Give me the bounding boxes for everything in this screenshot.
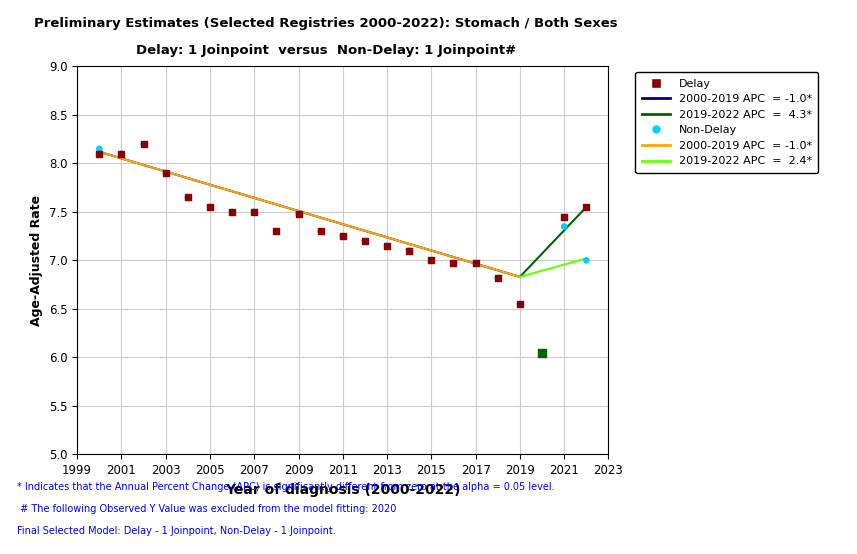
Point	[225, 208, 239, 217]
Point	[491, 274, 505, 283]
Point	[314, 227, 327, 236]
Point	[269, 227, 283, 236]
Point	[137, 140, 151, 148]
Point	[557, 212, 571, 221]
Point	[513, 300, 527, 309]
Text: Final Selected Model: Delay - 1 Joinpoint, Non-Delay - 1 Joinpoint.: Final Selected Model: Delay - 1 Joinpoin…	[17, 526, 336, 536]
Legend: Delay, 2000-2019 APC  = -1.0*, 2019-2022 APC  =  4.3*, Non-Delay, 2000-2019 APC : Delay, 2000-2019 APC = -1.0*, 2019-2022 …	[635, 72, 818, 173]
Point	[336, 232, 350, 240]
Text: Delay: 1 Joinpoint  versus  Non-Delay: 1 Joinpoint#: Delay: 1 Joinpoint versus Non-Delay: 1 J…	[135, 44, 516, 57]
Point	[469, 259, 482, 268]
Point	[358, 237, 372, 245]
Point	[115, 150, 129, 158]
Point	[137, 140, 151, 148]
Point	[291, 209, 305, 218]
Point	[269, 227, 283, 236]
Text: # The following Observed Y Value was excluded from the model fitting: 2020: # The following Observed Y Value was exc…	[17, 504, 397, 514]
Y-axis label: Age-Adjusted Rate: Age-Adjusted Rate	[30, 195, 43, 326]
Point	[115, 150, 129, 158]
Point	[225, 208, 239, 217]
Point	[513, 300, 527, 309]
Point	[557, 222, 571, 231]
Point	[579, 256, 593, 265]
Point	[93, 145, 106, 153]
Point	[159, 168, 172, 177]
Point	[446, 259, 460, 268]
Point	[314, 227, 327, 236]
Point	[203, 203, 217, 212]
Point	[579, 203, 593, 212]
Point	[181, 193, 195, 202]
Point	[336, 232, 350, 240]
X-axis label: Year of diagnosis (2000-2022): Year of diagnosis (2000-2022)	[225, 483, 460, 496]
Text: * Indicates that the Annual Percent Change (APC) is significantly different from: * Indicates that the Annual Percent Chan…	[17, 482, 554, 492]
Point	[535, 349, 548, 358]
Point	[358, 237, 372, 245]
Point	[469, 259, 482, 268]
Point	[248, 208, 261, 217]
Point	[291, 209, 305, 218]
Point	[248, 208, 261, 217]
Point	[424, 256, 438, 265]
Point	[402, 247, 416, 255]
Point	[93, 150, 106, 158]
Point	[159, 168, 172, 177]
Text: Preliminary Estimates (Selected Registries 2000-2022): Stomach / Both Sexes: Preliminary Estimates (Selected Registri…	[33, 17, 618, 29]
Point	[535, 349, 548, 358]
Point	[424, 256, 438, 265]
Point	[203, 203, 217, 212]
Point	[402, 247, 416, 255]
Point	[381, 242, 394, 250]
Point	[381, 242, 394, 250]
Point	[446, 259, 460, 268]
Point	[491, 274, 505, 283]
Point	[181, 193, 195, 202]
